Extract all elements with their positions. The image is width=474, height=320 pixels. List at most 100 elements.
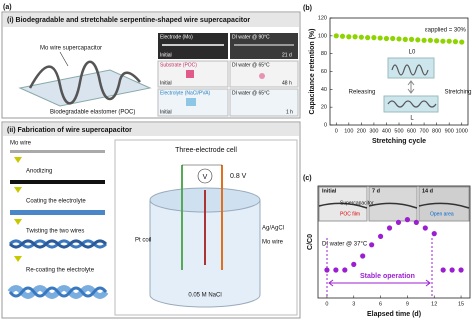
point [365, 35, 371, 41]
plot-area [317, 185, 471, 299]
annotation: Supercapacitor [340, 200, 374, 206]
x-tick-label: 9 [406, 301, 409, 307]
point [440, 38, 446, 44]
annotation: L [410, 116, 414, 122]
y-tick-label: 40 [321, 87, 327, 93]
x-tick-label: 300 [369, 128, 378, 134]
annotation: Stable operation [360, 273, 415, 280]
annotation: L0 [409, 50, 416, 56]
section-title: (i) Biodegradable and stretchable serpen… [7, 17, 250, 24]
meter-label: V [203, 174, 208, 181]
point [346, 34, 352, 40]
point [459, 39, 465, 45]
x-axis-label: Stretching cycle [372, 138, 426, 145]
photo-strip [318, 186, 470, 296]
point [371, 35, 377, 41]
photo-start: Initial [160, 52, 172, 58]
photo-condition: DI water @ 90°C [232, 34, 270, 40]
pointer [59, 51, 69, 67]
photo-end: 1 h [286, 109, 293, 115]
point [402, 36, 408, 43]
point [396, 36, 402, 42]
point [324, 267, 330, 273]
point [360, 253, 366, 259]
solution-label: 0.05 M NaCl [188, 293, 221, 299]
point [415, 37, 421, 43]
point [458, 267, 464, 273]
electrode-label: Pt coil [135, 238, 151, 244]
y-axis-label: C/C0 [307, 234, 314, 250]
point [351, 261, 357, 267]
y-axis-label: Capacitance retention (%) [309, 29, 316, 115]
annotation: Initial [322, 188, 337, 194]
panel-label: (c) [303, 175, 312, 182]
x-axis-label: Elapsed time (d) [367, 311, 421, 318]
y-tick-label: 60 [321, 69, 327, 75]
photo-grid [157, 33, 299, 117]
photo-start: Initial [160, 80, 172, 86]
annotation: Releasing [349, 90, 376, 96]
x-tick-label: 400 [382, 128, 391, 134]
x-tick-label: 6 [379, 301, 382, 307]
x-tick-label: 600 [407, 128, 416, 134]
annotation: 14 d [422, 188, 433, 194]
x-tick-label: 1000 [456, 128, 468, 134]
point [408, 36, 415, 43]
point [421, 37, 427, 43]
panel-label: (b) [303, 5, 312, 12]
x-tick-label: 100 [344, 128, 353, 134]
beaker [149, 164, 261, 308]
photo-end: 48 h [282, 80, 292, 86]
cell-title: Three-electrode cell [175, 147, 237, 154]
point [434, 38, 440, 44]
x-tick-label: 700 [419, 128, 428, 134]
step-label: Mo wire [10, 141, 32, 147]
step-label: Twisting the two wires [26, 229, 84, 235]
device-label: Mo wire supercapacitor [40, 46, 102, 52]
point [413, 219, 419, 225]
photo-end: 21 d [282, 52, 292, 58]
panel-label: (a) [3, 4, 12, 11]
point [446, 38, 452, 44]
point [377, 233, 384, 239]
step-label: Re-coating the electrolyte [26, 268, 95, 274]
point [358, 34, 364, 40]
point [427, 37, 433, 43]
x-tick-label: 12 [431, 301, 437, 307]
x-tick-label: 0 [335, 128, 338, 134]
annotation: Stretching [444, 90, 471, 96]
legend-label: εapplied = 30% [425, 28, 467, 34]
x-tick-label: 900 [445, 128, 454, 134]
fabrication-steps [7, 150, 109, 299]
point [449, 267, 455, 273]
y-tick-label: 20 [321, 105, 327, 111]
title-bar [3, 123, 299, 136]
point [333, 267, 339, 273]
annotation: 7 d [372, 188, 380, 194]
y-tick-label: 100 [318, 33, 327, 39]
point [369, 242, 375, 248]
x-tick-label: 15 [458, 301, 464, 307]
point [333, 33, 339, 39]
photo-material: Electrolyte (NaCl/PVA) [160, 90, 211, 96]
stretch-inset [383, 57, 439, 113]
annotation: POC film [340, 211, 360, 217]
point [404, 217, 411, 223]
annotation: DI water @ 37°C [322, 242, 368, 248]
point [422, 225, 428, 231]
x-tick-label: 800 [432, 128, 441, 134]
voltage-label: 0.8 V [230, 173, 247, 180]
x-tick-label: 0 [325, 301, 328, 307]
electrode-label: Ag/AgCl [262, 226, 284, 232]
point [377, 35, 383, 41]
point [352, 34, 358, 40]
y-tick-label: 120 [318, 15, 327, 21]
step-label: Coating the electrolyte [26, 199, 86, 205]
title-bar [3, 13, 299, 27]
photo-start: Initial [160, 109, 172, 115]
step-label: Anodizing [26, 169, 52, 175]
point [452, 39, 459, 45]
point [386, 225, 393, 231]
y-tick-label: 0 [324, 122, 327, 128]
x-tick-label: 200 [357, 128, 366, 134]
